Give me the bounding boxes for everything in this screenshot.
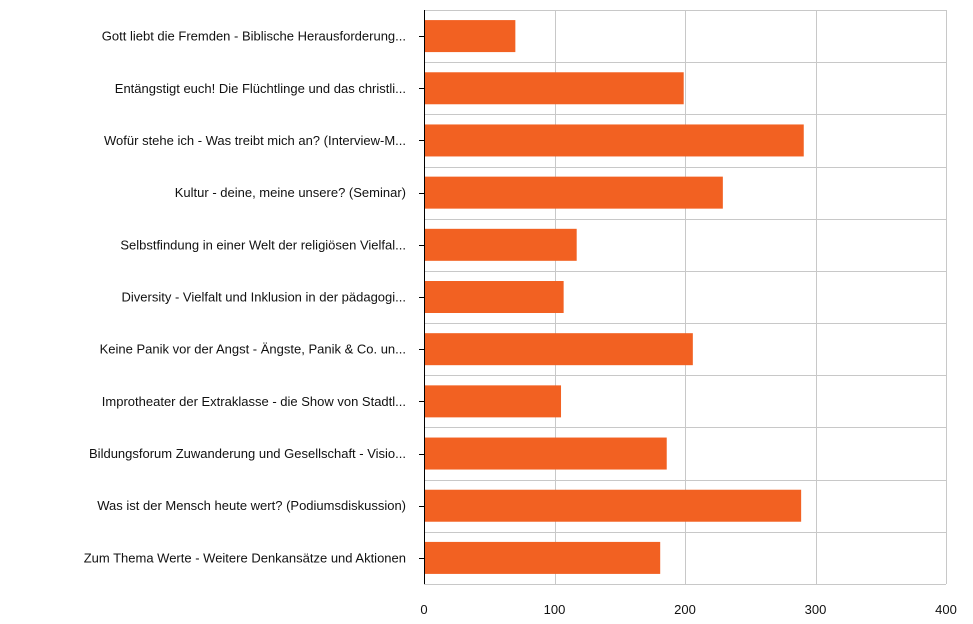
- bar: [425, 437, 667, 470]
- x-tick-label: 100: [544, 602, 566, 617]
- bar: [425, 228, 577, 261]
- bar: [425, 20, 516, 53]
- category-label: Selbstfindung in einer Welt der religiös…: [120, 237, 406, 252]
- bar: [425, 124, 804, 157]
- axes: [419, 10, 425, 584]
- category-label: Improtheater der Extraklasse - die Show …: [102, 394, 406, 409]
- category-label: Kultur - deine, meine unsere? (Seminar): [175, 185, 406, 200]
- category-label: Bildungsforum Zuwanderung und Gesellscha…: [89, 446, 406, 461]
- category-label: Wofür stehe ich - Was treibt mich an? (I…: [104, 133, 406, 148]
- category-label: Was ist der Mensch heute wert? (Podiumsd…: [97, 498, 406, 513]
- x-tick-label: 0: [420, 602, 427, 617]
- bar: [425, 385, 562, 418]
- category-label: Gott liebt die Fremden - Biblische Herau…: [102, 29, 406, 44]
- x-tick-label: 200: [674, 602, 696, 617]
- x-tick-label: 400: [935, 602, 957, 617]
- category-label: Keine Panik vor der Angst - Ängste, Pani…: [100, 342, 406, 357]
- x-tick-labels: 0 100 200 300 400: [420, 602, 956, 617]
- bar: [425, 176, 723, 209]
- bar: [425, 72, 684, 105]
- x-tick-label: 300: [805, 602, 827, 617]
- category-labels: Gott liebt die Fremden - Biblische Herau…: [84, 29, 406, 566]
- category-label: Entängstigt euch! Die Flüchtlinge und da…: [115, 81, 406, 96]
- bar: [425, 489, 802, 522]
- bar: [425, 281, 564, 313]
- category-label: Diversity - Vielfalt und Inklusion in de…: [122, 290, 406, 305]
- bar: [425, 333, 693, 366]
- bar: [425, 541, 661, 574]
- category-label: Zum Thema Werte - Weitere Denkansätze un…: [84, 550, 406, 565]
- bars: [425, 20, 804, 574]
